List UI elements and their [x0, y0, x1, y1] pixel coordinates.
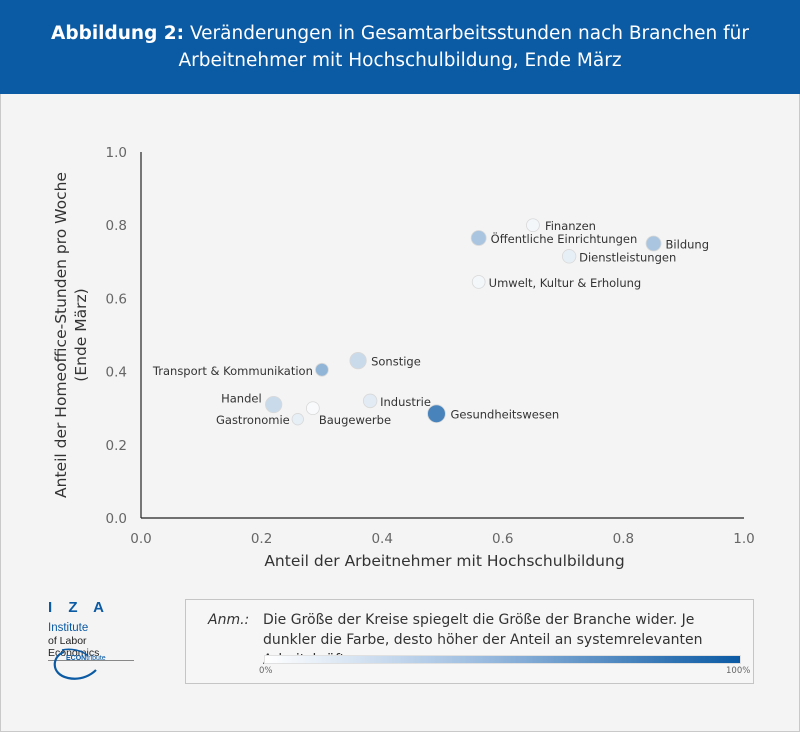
x-tick-label: 0.0	[130, 531, 151, 547]
econtribute-text: ECONtribute	[66, 655, 106, 662]
data-point	[349, 352, 367, 370]
x-tick-label: 0.2	[251, 531, 272, 547]
scatter-chart: 0.0 0.2 0.4 0.6 0.8 1.0 0.0 0.2 0.4 0.6 0.8 1.0 Ante…	[52, 145, 755, 570]
data-point-label: Gastronomie	[216, 413, 290, 427]
iza-subtitle: of Labor Economics	[48, 635, 134, 661]
data-point-label: Finanzen	[545, 219, 596, 233]
data-point-label: Bildung	[666, 238, 709, 252]
data-point-label: Transport & Kommunikation	[152, 364, 313, 378]
x-axis-title: Anteil der Arbeitnehmer mit Hochschulbil…	[264, 552, 624, 570]
iza-letters: I Z A	[48, 599, 110, 616]
y-tick-label: 0.4	[106, 365, 127, 381]
data-point-label: Handel	[221, 392, 262, 406]
data-point	[526, 218, 540, 233]
iza-logo: I Z A Institute of Labor Economics	[48, 597, 148, 661]
data-point	[645, 235, 662, 252]
note-box: Anm.: Die Größe der Kreise spiegelt die …	[185, 599, 754, 684]
data-point-label: Gesundheitswesen	[450, 408, 559, 422]
note-label: Anm.:	[208, 612, 250, 628]
data-point	[306, 401, 320, 416]
figure-title-line1: Abbildung 2: Veränderungen in Gesamtarbe…	[51, 20, 749, 47]
x-tick-label: 0.4	[371, 531, 392, 547]
figure-header: Abbildung 2: Veränderungen in Gesamtarbe…	[0, 0, 800, 94]
data-point-label: Öffentliche Einrichtungen	[491, 230, 638, 246]
y-tick-label: 0.8	[106, 218, 127, 234]
data-point	[561, 249, 577, 264]
y-tick-label: 0.2	[106, 438, 127, 454]
figure-title-text: Veränderungen in Gesamtarbeitsstunden na…	[189, 23, 749, 44]
econ-rest: tribute	[86, 655, 106, 662]
figure-number: Abbildung 2:	[51, 23, 185, 44]
x-tick-label: 0.8	[613, 531, 634, 547]
iza-institute-text: Institute	[48, 622, 89, 634]
figure-title-line2: Arbeitnehmer mit Hochschulbildung, Ende …	[178, 50, 622, 71]
econ-bold: ECON	[66, 655, 87, 662]
y-tick-label: 1.0	[106, 145, 127, 161]
data-point-label: Umwelt, Kultur & Erholung	[489, 276, 642, 290]
color-scale-bar	[264, 655, 741, 664]
color-scale-max: 100%	[726, 666, 751, 676]
data-point	[291, 413, 304, 426]
data-point	[471, 275, 486, 289]
data-point	[470, 230, 487, 246]
x-tick-label: 1.0	[733, 531, 754, 547]
y-axis-title-line1: Anteil der Homeoffice-Stunden pro Woche	[52, 172, 70, 498]
color-scale-min: 0%	[259, 666, 273, 676]
data-point	[315, 362, 329, 377]
econtribute-swoosh-icon	[53, 648, 97, 680]
data-point-label: Dienstleistungen	[579, 250, 676, 264]
data-point-label: Industrie	[380, 395, 431, 409]
data-point-label: Sonstige	[371, 355, 421, 369]
x-tick-label: 0.6	[492, 531, 513, 547]
data-point	[427, 404, 446, 423]
data-point-label: Baugewerbe	[319, 413, 391, 427]
y-tick-label: 0.6	[106, 291, 127, 307]
data-point	[265, 395, 283, 414]
data-point	[362, 393, 378, 409]
econtribute-logo: ECONtribute	[48, 646, 118, 686]
y-tick-label: 0.0	[106, 511, 127, 527]
y-axis-title-line2: (Ende März)	[72, 288, 90, 381]
